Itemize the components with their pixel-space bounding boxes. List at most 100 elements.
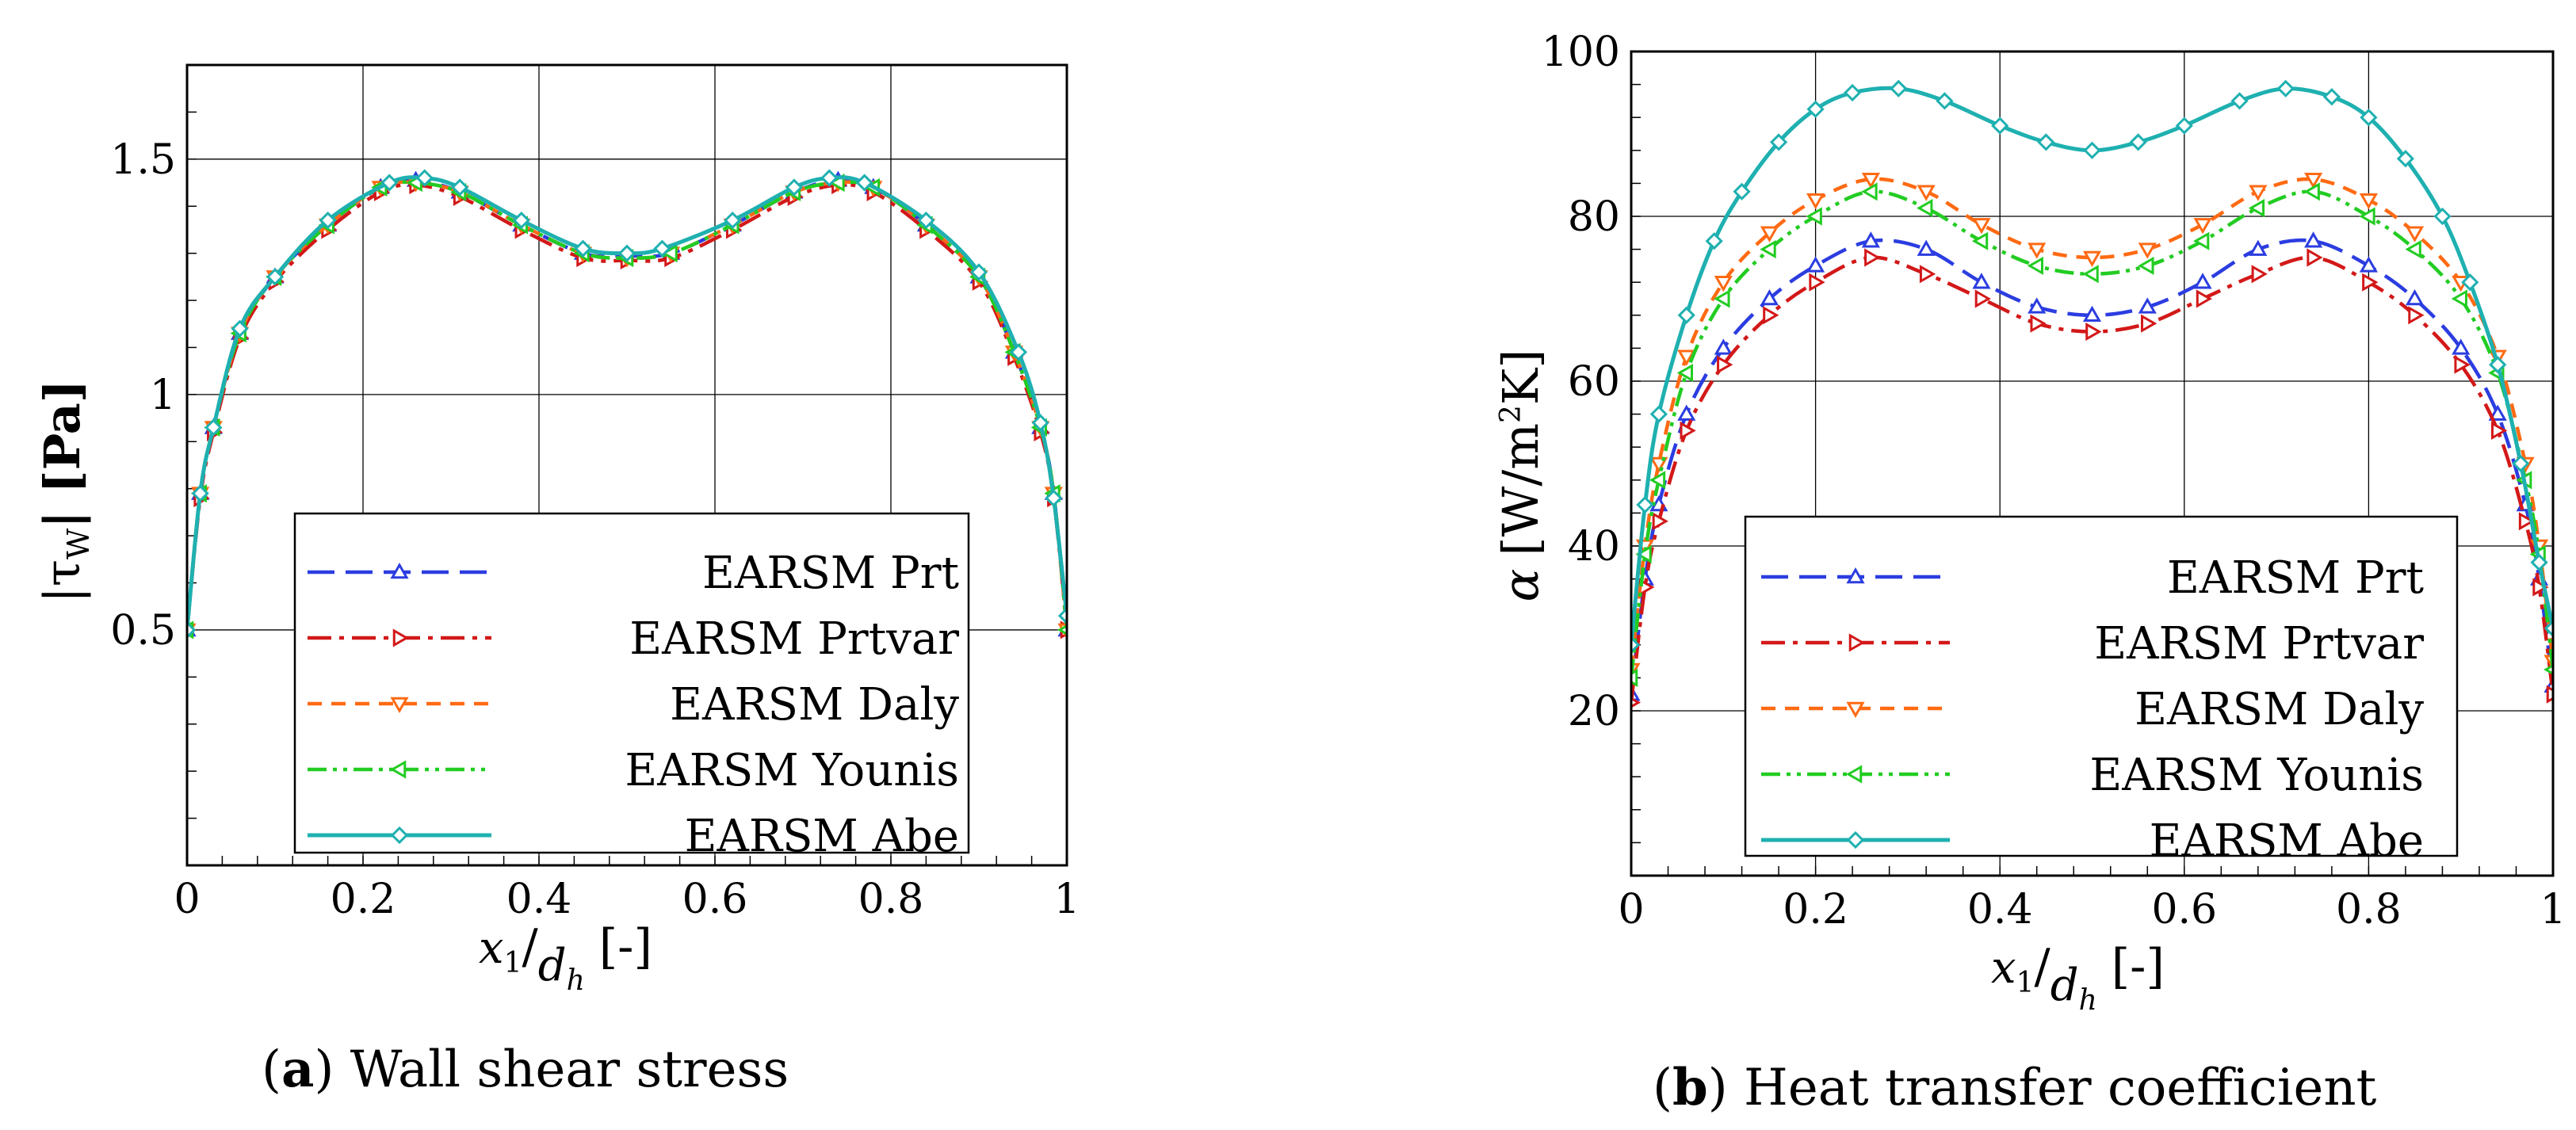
data-point — [2085, 323, 2102, 342]
data-point — [2362, 273, 2379, 292]
data-point — [2518, 512, 2536, 531]
data-point — [319, 211, 337, 230]
panel-a-y-label: |τW| [Pa] — [33, 380, 96, 603]
legend-marker — [1845, 765, 1863, 784]
legend-label: EARSM Abe — [2150, 815, 2424, 867]
series-earsm-prtvar — [1631, 248, 2553, 708]
data-point — [1714, 338, 1733, 355]
data-point — [2489, 356, 2507, 374]
data-point — [1009, 343, 1028, 361]
data-point — [1864, 248, 1881, 267]
x-tick-label: 1 — [2540, 886, 2566, 933]
data-point — [1806, 193, 1825, 210]
panel-b-x-label: x1/dh[-] — [1991, 939, 2165, 1017]
x-tick-label: 0.4 — [1967, 886, 2033, 933]
data-point — [2037, 133, 2055, 151]
data-point — [855, 174, 873, 192]
panel-a-x-label-den: d — [538, 940, 567, 991]
data-point — [2307, 248, 2323, 267]
data-point — [2304, 231, 2323, 248]
legend-label: EARSM Prt — [2167, 552, 2424, 604]
panel-a-x-label-den-sub: h — [567, 964, 585, 997]
data-point — [1677, 306, 1695, 324]
data-point — [2129, 133, 2147, 151]
panel-b-y-tick-labels: 20 40 60 80 100 — [1542, 29, 1620, 735]
panel-b-legend-box — [1744, 515, 2459, 857]
data-point — [1733, 182, 1751, 200]
data-point — [1680, 421, 1696, 440]
panel-b-y-label-unit-sup: 2 — [1495, 405, 1527, 423]
data-point — [1652, 512, 1668, 531]
legend-marker — [389, 760, 407, 779]
y-tick-label: 0.5 — [110, 607, 176, 655]
panel-a-x-label-sub: 1 — [504, 947, 522, 979]
legend-label: EARSM Prt — [702, 548, 959, 599]
panel-b-y-label-unit-end: K — [1492, 367, 1550, 405]
y-tick-label: 1 — [150, 372, 176, 419]
data-point — [617, 244, 636, 262]
data-point — [969, 263, 988, 281]
panel-a-x-label-unit: [-] — [599, 919, 652, 975]
data-point — [2454, 355, 2471, 374]
data-point — [661, 244, 678, 263]
data-point — [1806, 100, 1825, 118]
panel-a-caption-tag: a — [281, 1040, 315, 1099]
data-point — [2230, 92, 2249, 110]
data-point — [1649, 456, 1668, 474]
data-point — [2490, 421, 2508, 440]
panel-a-x-label-var: x — [479, 922, 504, 974]
data-point — [512, 211, 530, 230]
data-point — [2082, 250, 2102, 268]
legend-item: EARSM Daly — [308, 679, 959, 731]
panel-b-caption: (b) Heat transfer coefficient — [1653, 1058, 2377, 1117]
legend-label: EARSM Prtvar — [629, 613, 959, 665]
legend-label: EARSM Daly — [2135, 684, 2424, 735]
data-point — [1677, 404, 1696, 421]
data-point — [2138, 256, 2154, 275]
legend-label: EARSM Younis — [2089, 750, 2424, 801]
data-point — [2248, 199, 2265, 218]
data-point — [1676, 364, 1694, 383]
data-point — [1936, 92, 1954, 110]
x-tick-label: 0.4 — [506, 876, 572, 923]
data-point — [2359, 207, 2375, 226]
data-point — [191, 484, 209, 502]
x-tick-label: 0.2 — [331, 876, 396, 923]
y-tick-label: 80 — [1568, 193, 1620, 241]
data-point — [1714, 289, 1730, 308]
data-point — [2322, 88, 2341, 106]
legend-item: EARSM Abe — [308, 811, 959, 862]
legend-marker — [1846, 830, 1865, 849]
data-point — [2082, 265, 2099, 284]
legend-item: EARSM Prt — [1761, 552, 2424, 604]
data-point — [2249, 185, 2268, 201]
data-point — [917, 211, 935, 230]
y-tick-label: 1.5 — [110, 136, 176, 184]
data-point — [2193, 231, 2210, 250]
panel-b-legend: EARSM Prt EARSM Prtvar EARSM Daly EARSM You… — [1744, 515, 2459, 867]
data-point — [1031, 414, 1049, 432]
data-point — [1861, 182, 1878, 201]
legend-marker — [392, 628, 410, 647]
data-point — [1972, 218, 1991, 235]
x-tick-label: 0.8 — [2336, 886, 2402, 933]
data-point — [187, 620, 197, 639]
data-point — [380, 174, 399, 192]
data-point — [450, 178, 469, 197]
data-point — [2546, 685, 2553, 704]
x-tick-label: 0.6 — [2151, 886, 2217, 933]
panel-b-series — [1631, 79, 2553, 708]
x-tick-label: 0.2 — [1783, 886, 1848, 933]
panel-b-caption-text: Heat transfer coefficient — [1727, 1059, 2377, 1117]
data-point — [1760, 240, 1776, 259]
panel-a-y-label-sub: W — [61, 529, 96, 559]
panel-a-caption: (a) Wall shear stress — [262, 1040, 789, 1099]
data-point — [415, 169, 434, 187]
data-point — [2405, 288, 2425, 306]
data-point — [2304, 172, 2323, 189]
legend-item: EARSM Abe — [1761, 815, 2424, 867]
data-point — [2138, 242, 2157, 259]
data-point — [2433, 207, 2452, 226]
